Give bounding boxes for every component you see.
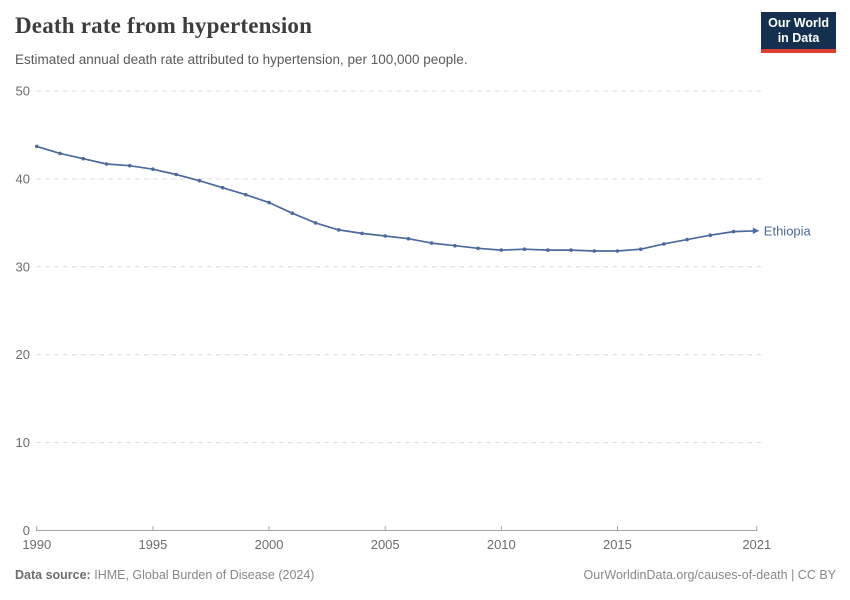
license-badge: CC BY xyxy=(797,568,836,582)
x-tick-label: 2015 xyxy=(603,537,632,552)
data-point[interactable] xyxy=(197,178,202,183)
owid-logo[interactable]: Our World in Data xyxy=(761,12,836,53)
footer-right: OurWorldinData.org/causes-of-death | CC … xyxy=(584,568,836,582)
data-point[interactable] xyxy=(81,156,86,161)
data-point[interactable] xyxy=(220,185,225,190)
chart-footer: Data source: IHME, Global Burden of Dise… xyxy=(15,568,836,582)
data-point[interactable] xyxy=(615,249,620,253)
data-point[interactable] xyxy=(151,167,155,171)
series-end-arrow xyxy=(752,227,760,234)
data-point[interactable] xyxy=(731,229,736,234)
data-source-text: IHME, Global Burden of Disease (2024) xyxy=(94,568,315,582)
x-tick-label: 2021 xyxy=(742,537,771,552)
data-point[interactable] xyxy=(406,236,411,241)
data-point[interactable] xyxy=(244,192,248,197)
x-tick-label: 2000 xyxy=(255,537,284,552)
data-point[interactable] xyxy=(290,211,295,215)
y-tick-label: 50 xyxy=(16,84,30,99)
y-tick-label: 20 xyxy=(16,347,30,362)
x-tick-label: 1995 xyxy=(138,537,167,552)
chart-subtitle: Estimated annual death rate attributed t… xyxy=(15,52,468,67)
data-point[interactable] xyxy=(104,162,109,166)
data-point[interactable] xyxy=(546,248,550,252)
owid-url-link[interactable]: OurWorldinData.org/causes-of-death xyxy=(583,568,788,582)
y-tick-label: 40 xyxy=(16,171,30,186)
data-point[interactable] xyxy=(685,237,689,242)
data-point[interactable] xyxy=(522,247,527,251)
page-title: Death rate from hypertension xyxy=(15,13,313,38)
data-point[interactable] xyxy=(429,241,434,245)
data-point[interactable] xyxy=(708,233,713,237)
x-tick-label: 2010 xyxy=(487,537,516,552)
data-point[interactable] xyxy=(336,228,341,232)
x-tick-label: 1990 xyxy=(22,537,51,552)
chart-canvas[interactable]: 0 10 20 30 40 50 1990 1995 2000 2005 2010 2015 2021 E… xyxy=(0,80,850,555)
data-point[interactable] xyxy=(569,248,573,252)
data-point[interactable] xyxy=(592,249,596,253)
data-point[interactable] xyxy=(383,234,388,238)
data-source-label: Data source: xyxy=(15,568,91,582)
data-point[interactable] xyxy=(453,243,457,248)
entity-label[interactable]: Ethiopia xyxy=(764,223,812,238)
data-point[interactable] xyxy=(267,200,271,205)
data-point[interactable] xyxy=(476,246,480,251)
footer-separator: | xyxy=(791,568,798,582)
data-point[interactable] xyxy=(662,242,666,246)
data-point[interactable] xyxy=(174,172,178,177)
data-point[interactable] xyxy=(127,163,132,168)
logo-line1: Our World xyxy=(768,16,829,30)
y-tick-label: 10 xyxy=(16,435,30,450)
y-tick-label: 30 xyxy=(16,259,30,274)
data-point[interactable] xyxy=(35,144,39,149)
y-tick-label: 0 xyxy=(23,523,30,538)
series-line[interactable] xyxy=(35,145,758,252)
data-point[interactable] xyxy=(313,221,318,225)
data-point[interactable] xyxy=(638,247,643,251)
x-tick-label: 2005 xyxy=(371,537,400,552)
data-point[interactable] xyxy=(58,151,62,156)
data-source: Data source: IHME, Global Burden of Dise… xyxy=(15,568,314,582)
data-point[interactable] xyxy=(360,231,364,236)
data-point[interactable] xyxy=(499,248,504,252)
logo-line2: in Data xyxy=(777,31,820,45)
